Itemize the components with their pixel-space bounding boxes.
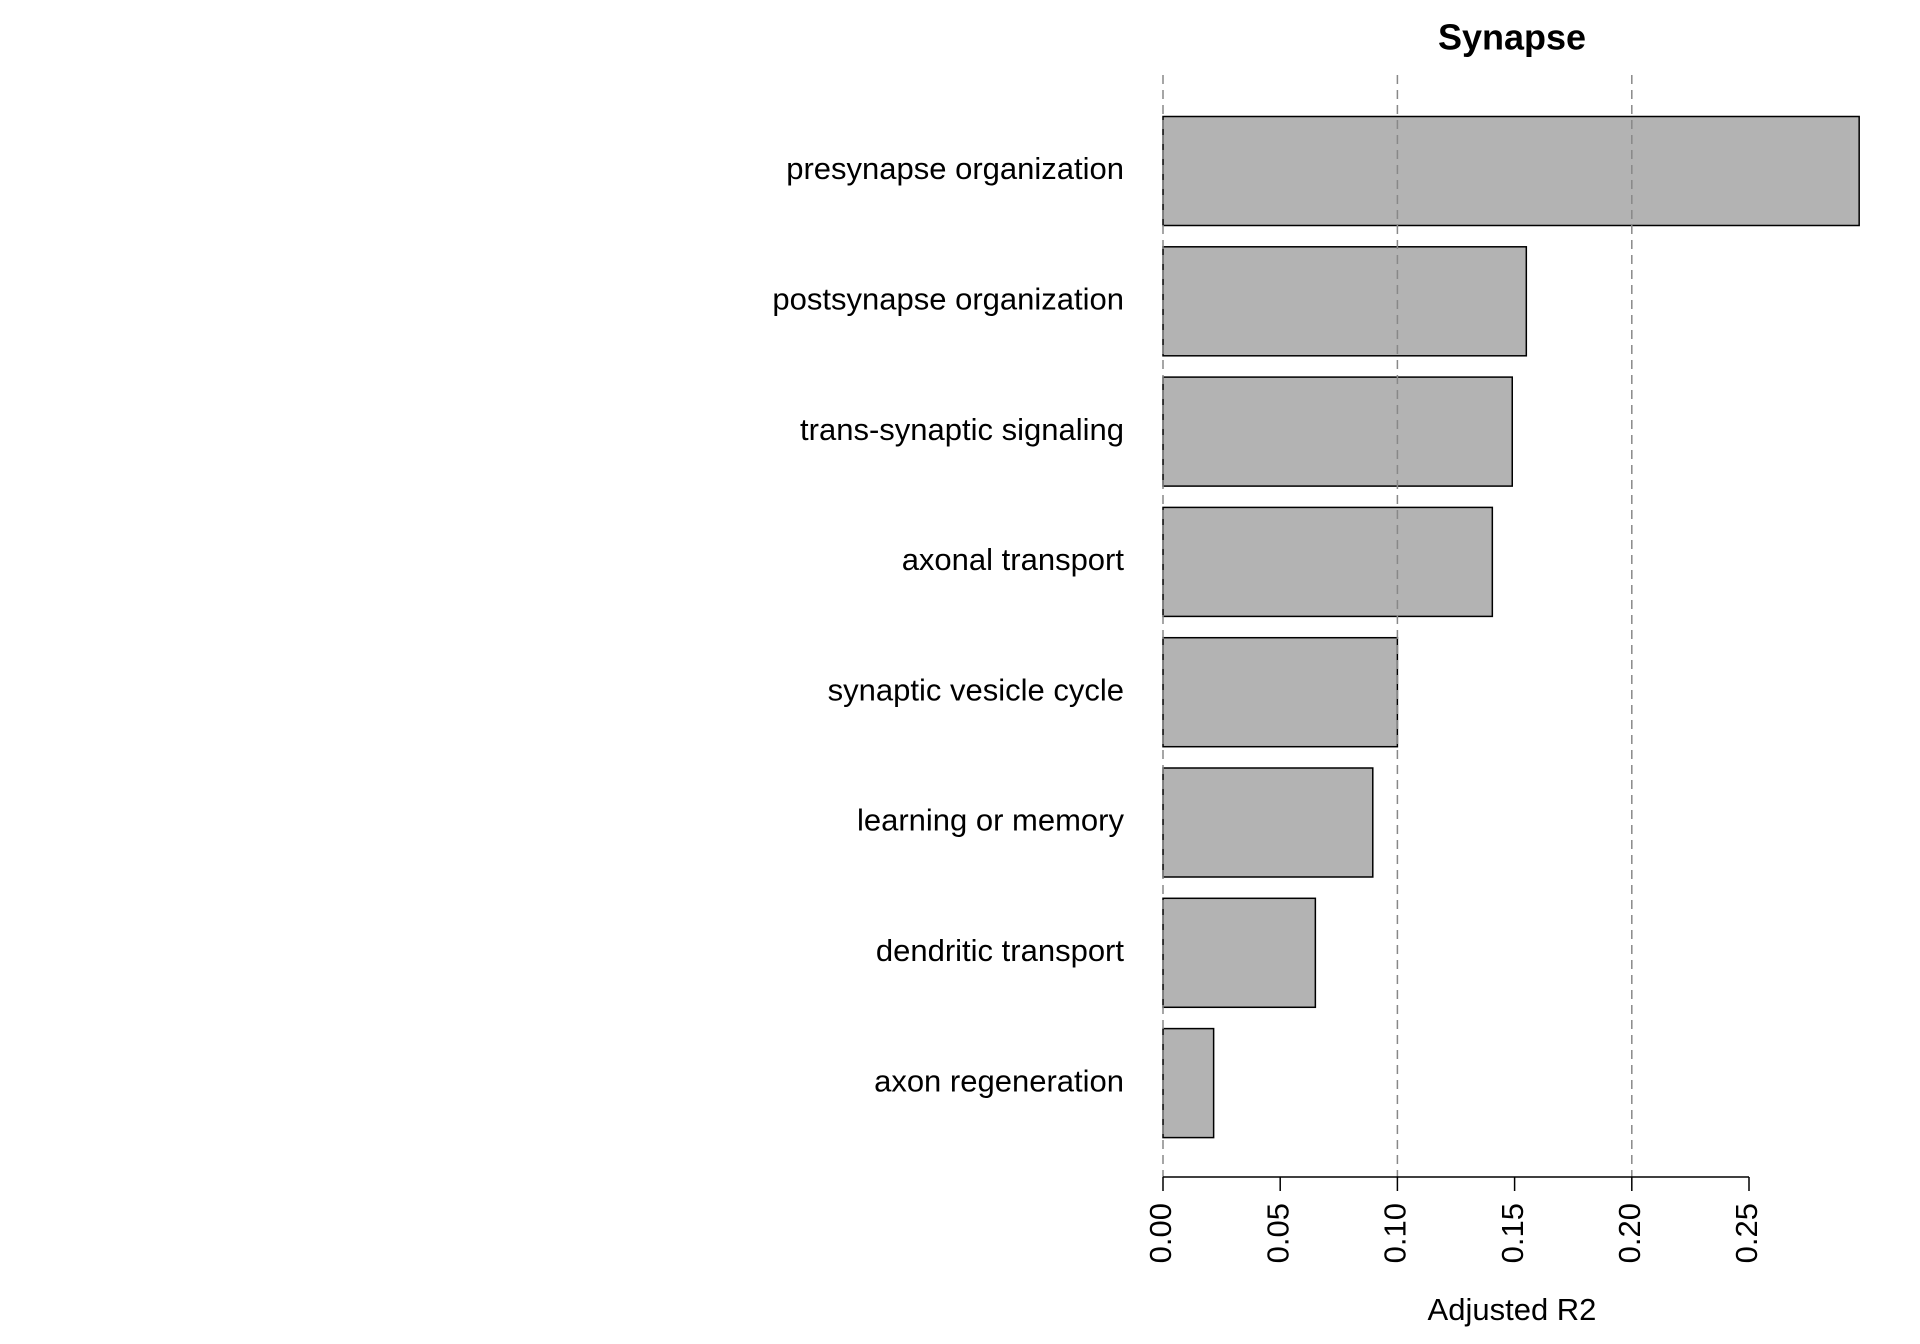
x-tick-label: 0.20 <box>1612 1203 1647 1263</box>
y-tick-label: postsynapse organization <box>772 281 1124 316</box>
chart-title: Synapse <box>1438 17 1586 58</box>
y-tick-label: trans-synaptic signaling <box>800 412 1124 447</box>
bar <box>1162 115 1860 227</box>
x-axis-title: Adjusted R2 <box>1428 1292 1597 1327</box>
y-tick-label: learning or memory <box>857 803 1125 838</box>
x-tick-label: 0.15 <box>1495 1203 1530 1263</box>
x-tick-label: 0.00 <box>1143 1203 1178 1263</box>
x-tick-label: 0.10 <box>1378 1203 1413 1263</box>
x-tick-label: 0.05 <box>1260 1203 1295 1263</box>
y-tick-label: axonal transport <box>902 542 1125 577</box>
bar <box>1162 767 1374 878</box>
bar <box>1162 246 1528 357</box>
y-tick-label: presynapse organization <box>786 151 1124 186</box>
bar <box>1162 376 1514 487</box>
bar <box>1162 1027 1215 1139</box>
bar <box>1162 636 1399 748</box>
bar <box>1162 506 1494 618</box>
y-tick-label: synaptic vesicle cycle <box>828 672 1124 707</box>
x-tick-label: 0.25 <box>1729 1203 1764 1263</box>
y-tick-label: dendritic transport <box>876 933 1125 968</box>
bar <box>1162 897 1317 1009</box>
y-tick-label: axon regeneration <box>874 1063 1124 1098</box>
